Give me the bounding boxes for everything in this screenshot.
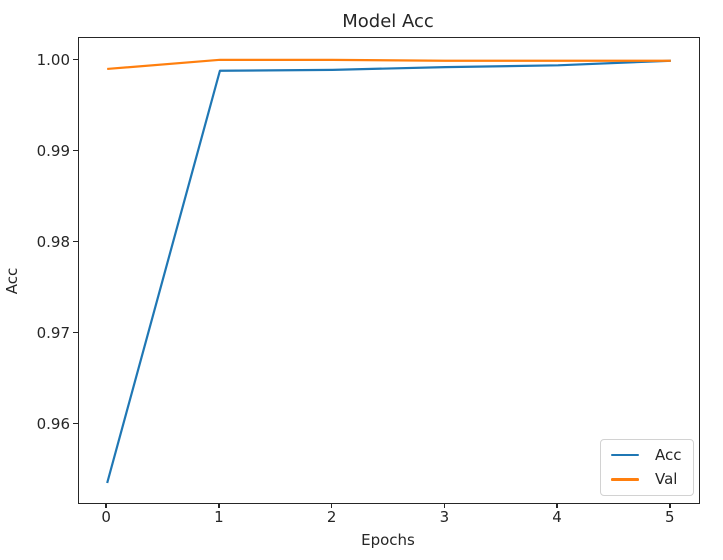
y-tick-label: 1.00: [36, 50, 70, 69]
y-tick-label: 0.97: [36, 323, 70, 342]
legend-item-acc: Acc: [611, 445, 683, 464]
x-tick-label: 4: [552, 508, 562, 526]
legend-line-sample: [611, 478, 639, 481]
legend-label: Acc: [655, 445, 682, 464]
chart-lines: [106, 58, 671, 484]
legend-label: Val: [655, 469, 678, 488]
legend-item-val: Val: [611, 469, 683, 488]
x-tick-label: 2: [326, 508, 337, 526]
y-tick-mark: [73, 332, 78, 334]
y-tick-label: 0.96: [36, 414, 70, 433]
y-tick-mark: [73, 241, 78, 243]
y-tick-mark: [73, 150, 78, 152]
legend: Acc Val: [600, 438, 694, 496]
x-tick-mark: [330, 503, 333, 508]
series-line-val: [107, 58, 671, 71]
x-tick-label: 5: [665, 508, 675, 526]
y-tick-label: 0.98: [36, 232, 70, 251]
y-axis-label: Acc: [3, 267, 21, 295]
series-line-acc: [106, 59, 671, 484]
plot-area: Acc Val: [78, 37, 700, 504]
x-tick-label: 3: [439, 508, 450, 526]
legend-line-sample: [611, 453, 639, 457]
x-tick-mark: [105, 503, 107, 508]
y-tick-label: 0.99: [36, 141, 70, 160]
chart-title: Model Acc: [342, 11, 434, 32]
y-tick-mark: [73, 423, 78, 425]
x-tick-mark: [556, 503, 558, 508]
x-tick-label: 0: [101, 508, 111, 526]
y-tick-mark: [73, 59, 78, 61]
x-tick-label: 1: [214, 508, 224, 526]
x-axis-label: Epochs: [361, 531, 415, 549]
x-tick-mark: [669, 503, 671, 508]
x-tick-mark: [218, 503, 220, 508]
x-tick-mark: [443, 503, 446, 508]
